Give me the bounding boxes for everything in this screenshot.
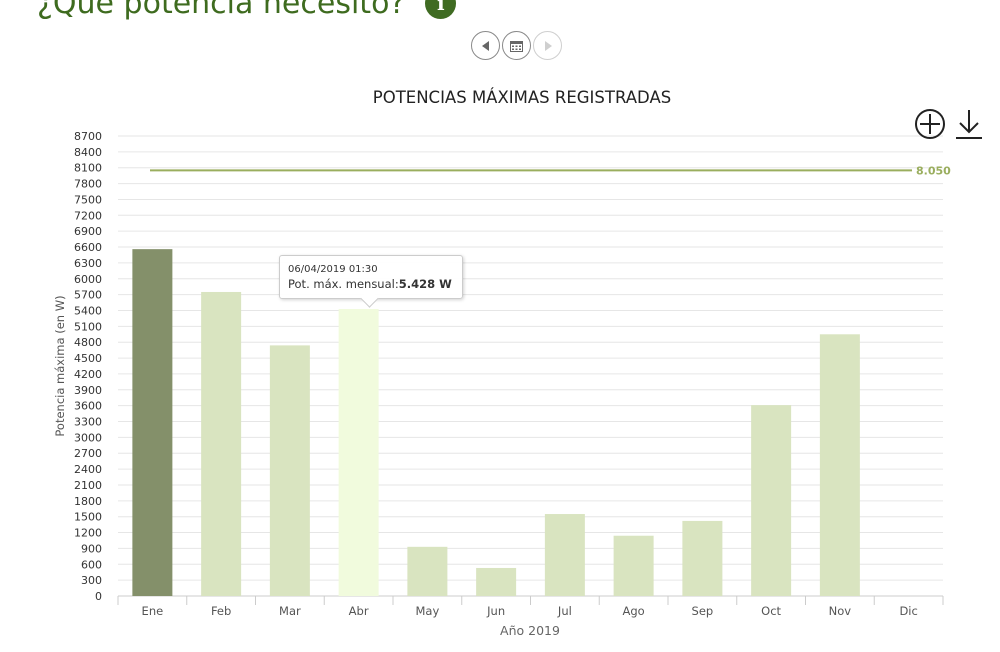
contracted-power-label: 8.050 [916, 164, 951, 177]
y-tick-label: 6900 [74, 225, 102, 238]
y-tick-label: 5700 [74, 289, 102, 302]
bar-feb[interactable] [201, 291, 242, 596]
x-tick-label: Jul [557, 604, 572, 618]
bar-jul[interactable] [544, 514, 585, 596]
x-tick-label: Oct [761, 604, 781, 618]
y-tick-label: 4800 [74, 336, 102, 349]
download-icon [956, 110, 982, 139]
y-tick-label: 7200 [74, 209, 102, 222]
next-period-button[interactable] [533, 31, 562, 60]
y-tick-label: 8700 [74, 130, 102, 143]
y-tick-label: 7500 [74, 193, 102, 206]
bar-ago[interactable] [613, 535, 654, 596]
right-arrow-icon [544, 40, 552, 51]
y-tick-label: 5100 [74, 320, 102, 333]
y-tick-label: 1800 [74, 495, 102, 508]
bar-oct[interactable] [751, 405, 792, 596]
period-navigation [471, 31, 562, 60]
bars [132, 249, 860, 597]
left-arrow-icon [481, 40, 489, 51]
x-tick-label: Jun [486, 604, 505, 618]
y-tick-label: 3300 [74, 416, 102, 429]
y-tick-label: 5400 [74, 304, 102, 317]
bar-sep[interactable] [682, 520, 723, 596]
tooltip-label: Pot. máx. mensual: [288, 277, 399, 291]
zoom-button[interactable] [914, 108, 946, 144]
contracted-power-line: 8.050 [150, 164, 951, 177]
calendar-icon [510, 40, 523, 52]
bar-ene[interactable] [132, 249, 173, 597]
tooltip-date: 06/04/2019 01:30 [288, 264, 378, 275]
x-tick-label: Feb [211, 604, 231, 618]
y-tick-label: 6000 [74, 273, 102, 286]
page-title: ¿Qué potencia necesito? i [37, 0, 457, 21]
x-tick-label: Ago [623, 604, 645, 618]
bar-jun[interactable] [476, 567, 517, 596]
y-tick-label: 3600 [74, 400, 102, 413]
y-tick-label: 900 [81, 542, 102, 555]
y-tick-label: 4500 [74, 352, 102, 365]
y-tick-label: 1200 [74, 527, 102, 540]
y-tick-label: 1500 [74, 511, 102, 524]
y-tick-label: 600 [81, 558, 102, 571]
x-tick-label: Abr [349, 604, 369, 618]
y-tick-label: 6300 [74, 257, 102, 270]
x-tick-label: Nov [829, 604, 852, 618]
y-tick-label: 2400 [74, 463, 102, 476]
y-tick-label: 3900 [74, 384, 102, 397]
bar-nov[interactable] [819, 334, 860, 596]
y-tick-label: 7800 [74, 178, 102, 191]
zoom-plus-icon [915, 109, 945, 139]
x-axis-ticks: Ene Feb Mar Abr May Jun Jul Ago Sep Oct Nov Dic [117, 596, 944, 618]
y-axis-ticks: 0 300 600 900 1200 1500 1800 2100 2400 2700 3000 33… [74, 130, 102, 603]
y-tick-label: 6600 [74, 241, 102, 254]
page-title-text: ¿Qué potencia necesito? [37, 0, 406, 21]
x-tick-label: Mar [279, 604, 301, 618]
chart-tooltip: 06/04/2019 01:30 Pot. máx. mensual:5.428… [279, 255, 463, 308]
y-tick-label: 4200 [74, 368, 102, 381]
y-tick-label: 300 [81, 574, 102, 587]
y-tick-label: 8100 [74, 162, 102, 175]
bar-mar[interactable] [269, 345, 310, 596]
bar-may[interactable] [407, 546, 448, 596]
grid-lines [118, 135, 943, 597]
y-tick-label: 3000 [74, 431, 102, 444]
y-axis-label: Potencia máxima (en W) [53, 295, 67, 436]
calendar-button[interactable] [502, 31, 531, 60]
info-icon[interactable]: i [425, 0, 457, 19]
y-tick-label: 0 [95, 590, 102, 603]
x-axis-label: Año 2019 [500, 623, 560, 638]
y-tick-label: 2700 [74, 447, 102, 460]
previous-period-button[interactable] [471, 31, 500, 60]
x-tick-label: Sep [692, 604, 714, 618]
x-tick-label: Dic [899, 604, 917, 618]
y-tick-label: 2100 [74, 479, 102, 492]
download-button[interactable] [953, 108, 985, 144]
chart-title: POTENCIAS MÁXIMAS REGISTRADAS [373, 88, 671, 107]
tooltip-value: 5.428 W [398, 277, 452, 291]
y-tick-label: 8400 [74, 146, 102, 159]
x-tick-label: May [415, 604, 439, 618]
bar-abr[interactable] [338, 309, 379, 596]
x-tick-label: Ene [142, 604, 164, 618]
tooltip-line: Pot. máx. mensual:5.428 W [288, 276, 462, 292]
